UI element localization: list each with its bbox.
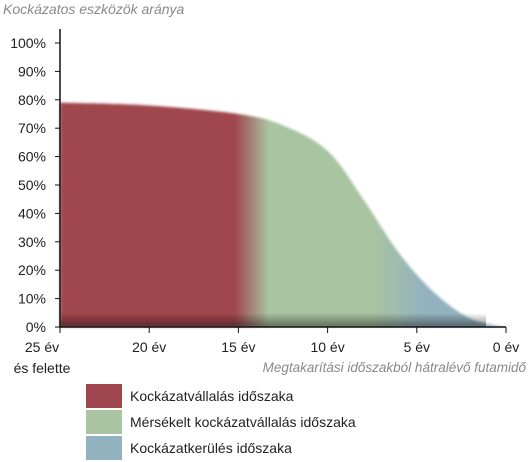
y-tick-label: 30%	[18, 234, 46, 250]
axes-layer	[55, 29, 507, 333]
y-tick-label: 70%	[18, 120, 46, 136]
chart-title: Kockázatos eszközök aránya	[3, 1, 185, 17]
y-tick-label: 60%	[18, 149, 46, 165]
chart-svg: 0% 10% 20% 30% 40% 50% 60% 70% 80% 90% 100% 25 év és…	[10, 29, 526, 376]
x-tick-label: 10 év	[310, 339, 344, 355]
legend-item-moderate-risk: Mérsékelt kockázatvállalás időszaka	[86, 410, 356, 434]
legend-swatch	[86, 436, 122, 460]
area-bottom-shadow	[60, 313, 486, 327]
legend-item-risk-avoidance: Kockázatkerülés időszaka	[86, 436, 356, 460]
y-tick-label: 10%	[18, 291, 46, 307]
x-tick-label: 20 év	[132, 339, 166, 355]
y-tick-label: 100%	[10, 35, 46, 51]
x-tick-label: 25 év	[25, 339, 59, 355]
legend-label: Kockázatvállalás időszaka	[130, 388, 294, 404]
x-tick-label: 15 év	[221, 339, 255, 355]
legend-label: Mérsékelt kockázatvállalás időszaka	[130, 414, 356, 430]
y-tick-label: 50%	[18, 177, 46, 193]
legend-item-risk-taking: Kockázatvállalás időszaka	[86, 384, 356, 408]
x-tick-label: 0 év	[493, 339, 519, 355]
y-tick-label: 20%	[18, 262, 46, 278]
legend-label: Kockázatkerülés időszaka	[130, 440, 292, 456]
legend-swatch	[86, 410, 122, 434]
area-series	[60, 102, 506, 327]
y-tick-label: 40%	[18, 205, 46, 221]
area-layer	[60, 102, 506, 327]
labels-layer: 0% 10% 20% 30% 40% 50% 60% 70% 80% 90% 100% 25 év és…	[10, 35, 526, 376]
x-axis-title: Megtakarítási időszakból hátralévő futam…	[263, 360, 527, 375]
y-tick-label: 90%	[18, 63, 46, 79]
legend: Kockázatvállalás időszaka Mérsékelt kock…	[86, 384, 356, 462]
y-tick-label: 0%	[26, 319, 46, 335]
y-tick-label: 80%	[18, 92, 46, 108]
x-tick-label: és felette	[14, 360, 71, 376]
legend-swatch	[86, 384, 122, 408]
x-tick-label: 5 év	[404, 339, 430, 355]
